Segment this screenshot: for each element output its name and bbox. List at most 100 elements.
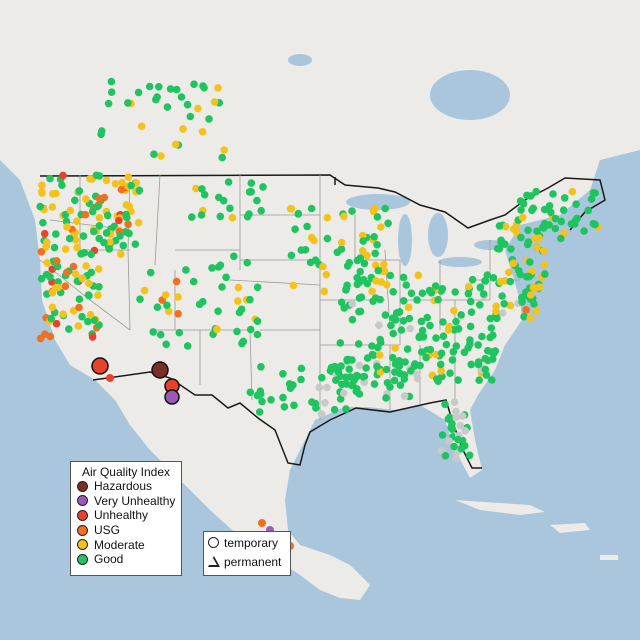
station-marker[interactable] xyxy=(355,307,363,316)
station-marker[interactable] xyxy=(95,194,104,203)
station-marker[interactable] xyxy=(370,380,379,388)
station-marker[interactable] xyxy=(450,306,458,315)
station-marker[interactable] xyxy=(498,292,506,300)
station-marker[interactable] xyxy=(526,258,534,266)
station-marker[interactable] xyxy=(377,278,386,286)
station-marker[interactable] xyxy=(291,225,299,233)
station-marker[interactable] xyxy=(134,218,143,227)
station-marker[interactable] xyxy=(228,213,237,222)
station-marker[interactable] xyxy=(66,206,75,215)
station-marker[interactable] xyxy=(259,183,267,191)
station-marker[interactable] xyxy=(115,216,123,225)
station-marker[interactable] xyxy=(39,218,47,227)
station-marker[interactable] xyxy=(59,171,67,180)
station-marker[interactable] xyxy=(37,274,46,283)
station-marker[interactable] xyxy=(186,112,195,121)
station-marker[interactable] xyxy=(63,223,71,231)
station-marker[interactable] xyxy=(479,290,488,298)
station-marker[interactable] xyxy=(382,394,390,402)
station-marker[interactable] xyxy=(155,83,163,91)
station-marker[interactable] xyxy=(442,340,451,349)
station-marker[interactable] xyxy=(526,314,535,322)
station-marker[interactable] xyxy=(117,185,126,194)
station-marker[interactable] xyxy=(285,380,294,388)
station-marker[interactable] xyxy=(93,202,102,211)
station-marker[interactable] xyxy=(88,333,97,341)
station-marker[interactable] xyxy=(418,289,427,298)
station-marker[interactable] xyxy=(505,268,513,277)
station-marker[interactable] xyxy=(452,317,460,326)
station-marker[interactable] xyxy=(374,266,383,275)
station-marker[interactable] xyxy=(448,356,457,364)
station-marker[interactable] xyxy=(389,288,398,296)
station-marker[interactable] xyxy=(545,221,553,229)
station-marker[interactable] xyxy=(486,314,495,323)
station-marker[interactable] xyxy=(175,328,184,337)
station-marker[interactable] xyxy=(246,325,255,334)
station-marker[interactable] xyxy=(323,213,332,222)
station-marker[interactable] xyxy=(348,207,356,215)
station-marker[interactable] xyxy=(362,364,370,372)
station-marker[interactable] xyxy=(350,376,359,384)
station-marker[interactable] xyxy=(317,410,326,418)
station-marker[interactable] xyxy=(370,233,378,241)
station-marker[interactable] xyxy=(107,77,116,86)
station-marker[interactable] xyxy=(107,88,116,96)
station-marker[interactable] xyxy=(381,311,390,319)
station-marker[interactable] xyxy=(448,419,456,428)
station-marker[interactable] xyxy=(371,249,380,258)
station-marker[interactable] xyxy=(559,206,568,214)
station-marker[interactable] xyxy=(48,203,57,211)
station-marker[interactable] xyxy=(119,241,128,250)
station-marker[interactable] xyxy=(358,231,367,240)
station-marker[interactable] xyxy=(373,213,382,221)
station-marker[interactable] xyxy=(213,325,221,334)
station-marker[interactable] xyxy=(62,268,71,277)
station-marker[interactable] xyxy=(245,210,253,218)
station-marker[interactable] xyxy=(524,226,532,234)
station-marker[interactable] xyxy=(540,247,548,255)
station-marker[interactable] xyxy=(520,312,528,321)
station-marker[interactable] xyxy=(450,398,459,407)
station-marker[interactable] xyxy=(432,334,440,342)
station-marker[interactable] xyxy=(210,98,219,106)
station-marker[interactable] xyxy=(135,186,144,195)
station-marker[interactable] xyxy=(308,398,316,406)
station-marker[interactable] xyxy=(363,354,372,362)
station-marker[interactable] xyxy=(464,290,473,298)
station-marker[interactable] xyxy=(568,187,577,196)
station-marker[interactable] xyxy=(540,261,548,269)
station-marker[interactable] xyxy=(106,238,114,246)
station-marker[interactable] xyxy=(48,303,57,312)
station-marker[interactable] xyxy=(182,266,190,274)
station-marker[interactable] xyxy=(257,363,265,371)
station-marker[interactable] xyxy=(523,240,532,249)
station-marker[interactable] xyxy=(323,234,332,243)
station-marker[interactable] xyxy=(560,194,569,202)
station-marker[interactable] xyxy=(529,283,538,292)
station-marker[interactable] xyxy=(65,325,73,333)
station-marker[interactable] xyxy=(348,315,357,324)
station-marker[interactable] xyxy=(137,122,146,131)
station-marker[interactable] xyxy=(84,291,93,299)
station-marker[interactable] xyxy=(331,364,340,373)
station-marker[interactable] xyxy=(439,318,447,326)
station-marker[interactable] xyxy=(319,262,327,271)
station-marker[interactable] xyxy=(415,333,424,342)
station-marker[interactable] xyxy=(476,284,485,292)
station-marker[interactable] xyxy=(246,388,255,397)
station-marker[interactable] xyxy=(336,395,345,403)
station-marker[interactable] xyxy=(258,397,266,406)
station-marker[interactable] xyxy=(90,227,98,236)
station-marker[interactable] xyxy=(222,273,230,282)
station-marker[interactable] xyxy=(434,377,442,386)
station-marker[interactable] xyxy=(216,212,225,221)
station-marker[interactable] xyxy=(124,99,132,107)
station-marker[interactable] xyxy=(255,408,264,416)
station-marker[interactable] xyxy=(488,376,496,384)
station-marker[interactable] xyxy=(73,217,81,225)
station-marker[interactable] xyxy=(85,279,93,288)
station-marker[interactable] xyxy=(47,314,55,323)
station-marker[interactable] xyxy=(279,370,287,378)
station-marker[interactable] xyxy=(307,204,316,213)
